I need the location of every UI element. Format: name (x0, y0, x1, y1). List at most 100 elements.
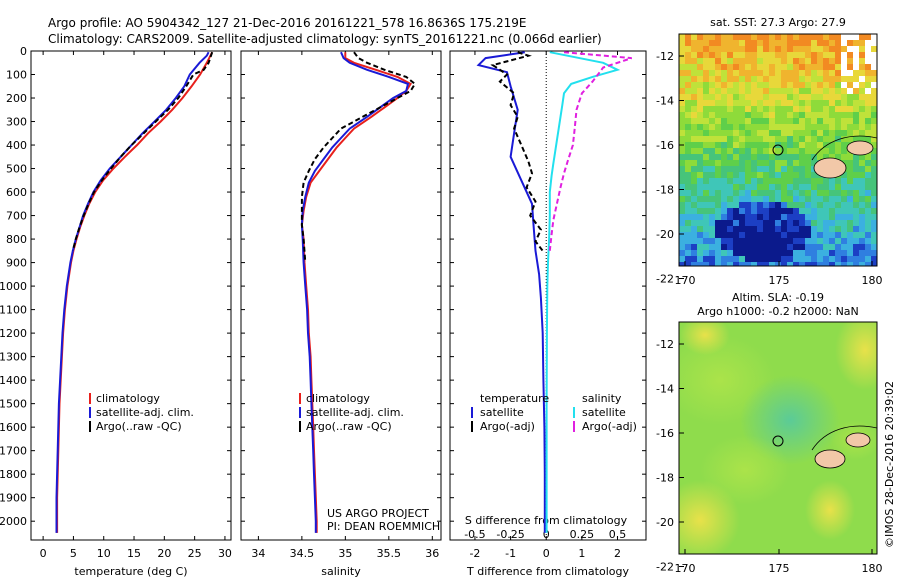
sst-pixel (805, 196, 811, 202)
sst-pixel (763, 196, 769, 202)
sst-pixel (799, 88, 805, 94)
sst-pixel (835, 226, 841, 232)
sst-pixel (685, 40, 691, 46)
x-top-tick-label: 0.5 (609, 528, 627, 541)
sst-pixel (835, 196, 841, 202)
sst-pixel (733, 256, 739, 262)
sst-pixel (757, 238, 763, 244)
sst-pixel (853, 34, 859, 40)
sst-pixel (859, 46, 865, 52)
sst-pixel (841, 220, 847, 226)
sst-pixel (751, 196, 757, 202)
sst-pixel (811, 244, 817, 250)
sst-pixel (721, 76, 727, 82)
sst-pixel (691, 238, 697, 244)
sst-pixel (829, 244, 835, 250)
legend-title: temperature (480, 392, 549, 405)
sst-pixel (697, 40, 703, 46)
sst-pixel (751, 106, 757, 112)
sst-pixel (703, 148, 709, 154)
sst-pixel (703, 46, 709, 52)
sst-pixel (691, 154, 697, 160)
sst-pixel (757, 40, 763, 46)
sst-pixel (793, 196, 799, 202)
sst-pixel (745, 220, 751, 226)
sst-pixel (805, 106, 811, 112)
sst-pixel (847, 232, 853, 238)
sst-pixel (787, 136, 793, 142)
sst-pixel (847, 154, 853, 160)
y-tick-label: 600 (6, 186, 27, 199)
sst-pixel (775, 232, 781, 238)
sst-pixel (787, 244, 793, 250)
sst-pixel (715, 64, 721, 70)
sst-pixel (703, 196, 709, 202)
x-tick-label: 36 (425, 547, 439, 560)
sla-map: Altim. SLA: -0.19 Argo h1000: -0.2 h2000… (656, 291, 882, 575)
sst-pixel (685, 226, 691, 232)
sst-pixel (805, 166, 811, 172)
sst-pixel (703, 100, 709, 106)
sst-pixel (865, 244, 871, 250)
sst-pixel (835, 190, 841, 196)
sst-pixel (709, 256, 715, 262)
sst-pixel (763, 124, 769, 130)
sst-pixel (703, 250, 709, 256)
sst-pixel (769, 112, 775, 118)
sst-pixel (721, 148, 727, 154)
sst-pixel (679, 244, 685, 250)
sst-pixel (679, 238, 685, 244)
sst-pixel (757, 262, 763, 266)
sst-pixel (733, 142, 739, 148)
sst-pixel (835, 124, 841, 130)
sst-pixel (823, 118, 829, 124)
sst-pixel (727, 250, 733, 256)
sst-pixel (769, 214, 775, 220)
sst-pixel (805, 232, 811, 238)
sst-pixel (811, 262, 817, 266)
sst-pixel (703, 106, 709, 112)
sst-pixel (799, 118, 805, 124)
sst-pixel (871, 52, 877, 58)
sst-pixel (787, 46, 793, 52)
sst-pixel (691, 118, 697, 124)
x-tick-label: 15 (127, 547, 141, 560)
sst-pixel (793, 82, 799, 88)
sst-pixel (757, 196, 763, 202)
x-top-tick-label: 0.25 (570, 528, 595, 541)
sst-pixel (871, 244, 877, 250)
sst-pixel (793, 154, 799, 160)
sst-pixel (793, 256, 799, 262)
sst-pixel (745, 238, 751, 244)
x-tick-label: 5 (70, 547, 77, 560)
sst-pixel (775, 214, 781, 220)
sst-pixel (859, 262, 865, 266)
sla-map-features (772, 425, 877, 469)
sst-pixel (721, 100, 727, 106)
sst-pixel (793, 88, 799, 94)
sst-pixel (781, 34, 787, 40)
sst-pixel (841, 76, 847, 82)
sst-pixel (769, 208, 775, 214)
sst-pixel (763, 118, 769, 124)
map-lat-label: -14 (656, 95, 674, 108)
sst-pixel (793, 160, 799, 166)
sst-pixel (829, 46, 835, 52)
sst-pixel (733, 136, 739, 142)
sst-pixel (793, 70, 799, 76)
sst-pixel (733, 196, 739, 202)
sst-pixel (745, 82, 751, 88)
sst-pixel (769, 58, 775, 64)
sst-pixel (721, 178, 727, 184)
sst-pixel (745, 124, 751, 130)
sst-pixel (799, 256, 805, 262)
sst-pixel (727, 160, 733, 166)
sst-pixel (865, 202, 871, 208)
series-line-climatology (56, 51, 214, 533)
sst-pixel (871, 178, 877, 184)
sst-pixel (751, 220, 757, 226)
sst-pixel (859, 184, 865, 190)
sst-pixel (811, 160, 817, 166)
sst-pixel (703, 118, 709, 124)
series-line-satellite-adj-clim- (55, 51, 210, 533)
